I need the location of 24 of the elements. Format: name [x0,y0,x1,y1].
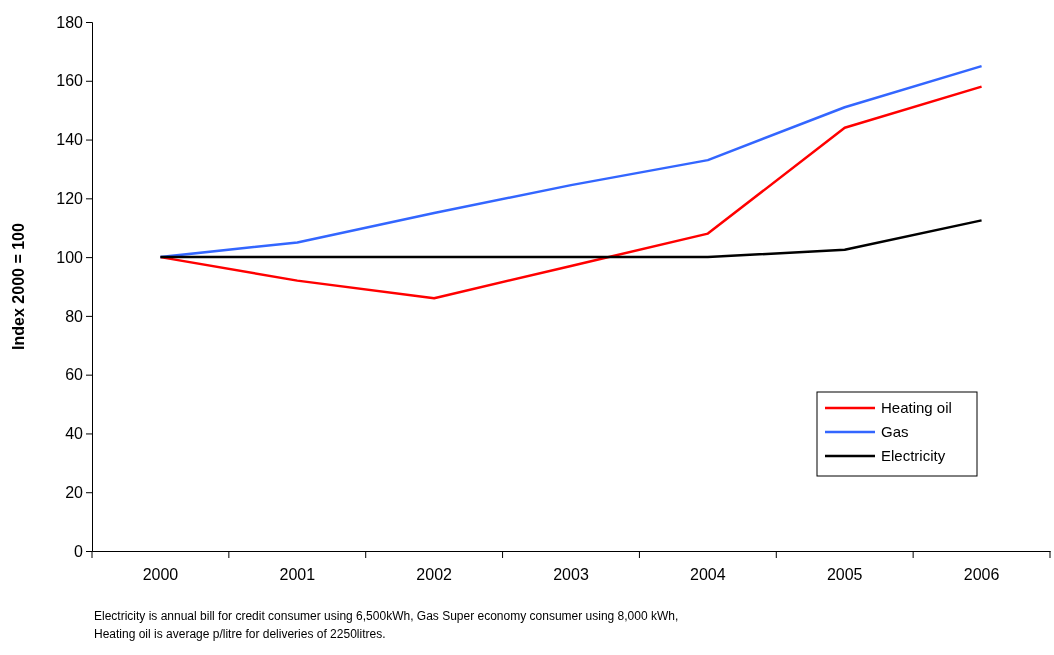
y-tick-label: 100 [56,248,84,266]
legend-label: Gas [881,423,909,440]
y-tick-label: 60 [65,366,84,384]
legend-label: Electricity [881,447,946,464]
y-tick-label: 0 [74,542,84,560]
x-tick-label: 2004 [690,565,726,583]
line-series [159,85,983,300]
y-tick-label: 160 [56,72,84,90]
x-tick-label: 2005 [826,565,863,583]
y-tick-label: 40 [65,425,84,443]
y-tick-label: 140 [56,131,84,149]
x-tick-label: 2000 [142,565,179,583]
legend-label: Heating oil [881,399,952,416]
x-tick-label: 2006 [963,565,1000,583]
y-tick-label: 80 [65,307,84,325]
y-tick-label: 120 [56,189,84,207]
x-tick-label: 2003 [553,565,589,583]
text: Heating oil is average p/litre for deliveries of 2250litres. [94,627,386,641]
y-tick-label: 20 [65,483,84,501]
y-tick-label: 180 [56,13,84,31]
x-tick-label: 2001 [279,565,316,583]
x-tick-label: 2002 [416,565,453,583]
text: Electricity is annual bill for credit consumer using 6,500kWh, Gas Super economy consumer using 8,000 kWh, [94,609,679,623]
y-axis-title: Index 2000 = 100 [10,223,27,350]
